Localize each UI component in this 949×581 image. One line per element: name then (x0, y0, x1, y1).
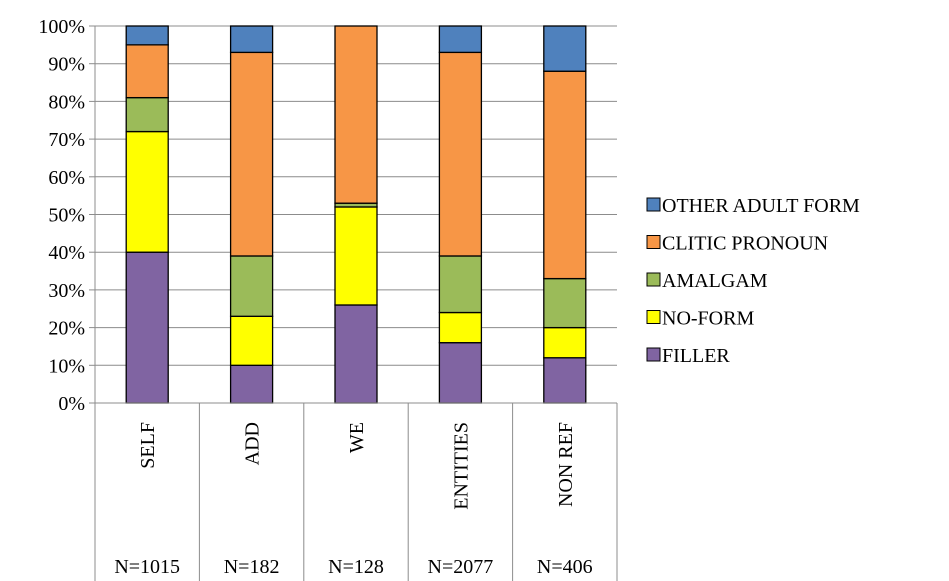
y-tick-label: 0% (58, 393, 85, 415)
bar-segment (438, 51, 483, 257)
bar-segment (229, 364, 274, 404)
y-tick-label: 90% (48, 54, 85, 76)
y-tick-label: 30% (48, 280, 85, 302)
category-label: ADD (242, 422, 264, 465)
y-tick-label: 80% (48, 91, 85, 113)
bar-segment (125, 25, 169, 46)
y-tick-label: 70% (48, 129, 85, 151)
n-label: N=1015 (114, 556, 180, 578)
bar-segment (334, 25, 378, 204)
n-label: N=2077 (428, 556, 494, 578)
legend-label: FILLER (662, 345, 730, 367)
bars (125, 25, 587, 404)
legend-swatch (646, 197, 661, 212)
bar-segment (543, 277, 587, 329)
bar-segment (125, 44, 169, 99)
legend-label: OTHER ADULT FORM (662, 195, 860, 217)
y-tick-label: 60% (48, 167, 85, 189)
y-tick-label: 20% (48, 318, 85, 340)
bar-segment (229, 315, 274, 366)
bar-segment (229, 25, 274, 54)
y-tick-label: 10% (48, 355, 85, 377)
bar-segment (438, 342, 483, 404)
legend-swatch (646, 310, 661, 324)
legend-swatch (646, 272, 661, 287)
bar-segment (438, 25, 483, 54)
y-tick-label: 50% (48, 205, 85, 227)
bar-segment (543, 25, 587, 72)
legend-swatch (646, 235, 661, 249)
n-label: N=128 (328, 556, 384, 578)
y-axis-ticks: 0% 10% 20% 30% 40% 50% 60% 70% 80% 90% 100% (38, 16, 95, 415)
bar-segment (125, 96, 169, 133)
category-label: SELF (137, 422, 159, 469)
y-tick-label: 40% (48, 242, 85, 264)
category-label: ENTITIES (450, 422, 472, 510)
category-label: WE (346, 422, 368, 453)
bar-segment (229, 51, 274, 257)
bar-segment (334, 206, 378, 306)
category-table: SELF N=1015 ADD N=182 WE N=128 ENTITIES N=2077 N… (94, 403, 618, 581)
y-tick-label: 100% (38, 16, 85, 38)
bar-segment (334, 304, 378, 404)
category-label: NON REF (555, 422, 577, 507)
bar-segment (543, 70, 587, 280)
legend: OTHER ADULT FORM CLITIC PRONOUN AMALGAM NO-… (646, 195, 860, 367)
bar-segment (125, 251, 169, 404)
legend-label: CLITIC PRONOUN (662, 233, 828, 255)
legend-label: NO-FORM (662, 308, 754, 330)
n-label: N=406 (537, 556, 593, 578)
legend-swatch (646, 347, 661, 362)
bar-segment (438, 311, 483, 344)
n-label: N=182 (224, 556, 280, 578)
bar-segment (125, 130, 169, 253)
bar-segment (543, 326, 587, 359)
bar-segment (543, 357, 587, 404)
legend-label: AMALGAM (662, 270, 768, 292)
bar-segment (229, 255, 274, 317)
bar-segment (438, 255, 483, 314)
